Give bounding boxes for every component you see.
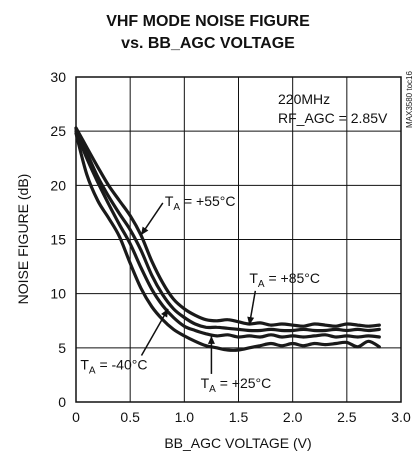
annotation-label-0: TA = +55°C <box>165 193 236 213</box>
curve-annotations: TA = +55°C TA = +85°C TA = -40°C TA = +25°C <box>80 193 320 395</box>
series-line-3 <box>74 131 381 352</box>
annotation-label-2: TA = -40°C <box>80 357 147 377</box>
y-tick-label: 30 <box>50 69 66 85</box>
chart-title-line-2: vs. BB_AGC VOLTAGE <box>121 35 295 52</box>
annotation-label-3: TA = +25°C <box>201 375 272 395</box>
x-tick-label: 2.0 <box>283 409 303 425</box>
condition-rf-agc: RF_AGC = 2.85V <box>278 110 388 126</box>
y-tick-label: 25 <box>50 123 66 139</box>
y-axis-label: NOISE FIGURE (dB) <box>15 174 31 305</box>
series-line-0 <box>74 127 381 333</box>
y-tick-label: 15 <box>50 232 66 248</box>
y-tick-label: 5 <box>58 340 66 356</box>
annotation-arrowhead-2 <box>161 308 169 318</box>
series-lines <box>74 126 381 352</box>
x-tick-label: 1.5 <box>229 409 249 425</box>
x-tick-label: 0.5 <box>120 409 140 425</box>
x-tick-label: 0 <box>72 409 80 425</box>
series-line-1 <box>74 126 381 328</box>
x-tick-label: 1.0 <box>175 409 195 425</box>
annotation-arrowhead-1 <box>247 316 255 326</box>
tick-labels: 0 0.5 1.0 1.5 2.0 2.5 3.0 0 5 10 15 20 25 30 <box>50 69 411 425</box>
chart-title-line-1: VHF MODE NOISE FIGURE <box>106 13 310 30</box>
x-tick-label: 2.5 <box>337 409 357 425</box>
annotation-label-1: TA = +85°C <box>249 270 320 290</box>
y-tick-label: 20 <box>50 177 66 193</box>
annotation-arrowhead-0 <box>141 226 149 236</box>
annotation-arrowhead-3 <box>207 335 215 344</box>
y-tick-label: 0 <box>58 394 66 410</box>
figure-code: MAX3580 toc16 <box>405 71 414 128</box>
x-tick-label: 3.0 <box>391 409 411 425</box>
plot-frame <box>75 76 402 403</box>
annotation-pointer-2 <box>140 308 169 356</box>
y-tick-label: 10 <box>50 286 66 302</box>
x-axis-label: BB_AGC VOLTAGE (V) <box>164 435 311 451</box>
series-line-2 <box>74 129 381 339</box>
condition-frequency: 220MHz <box>278 91 330 107</box>
